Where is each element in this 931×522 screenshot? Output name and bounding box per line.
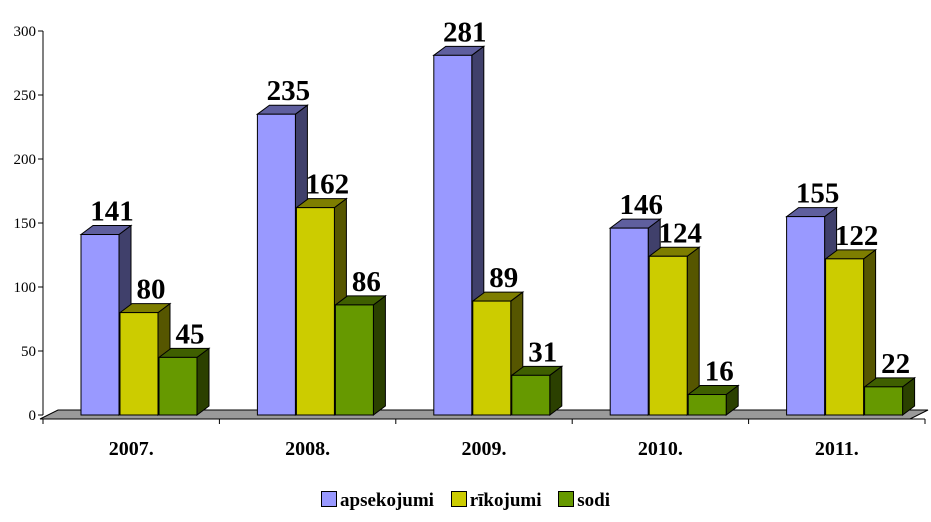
y-tick-label: 100 [14, 280, 37, 296]
data-label: 86 [352, 266, 381, 298]
legend: apsekojumi rīkojumi sodi [0, 490, 931, 512]
bars [79, 45, 917, 416]
y-tick-label: 150 [14, 216, 37, 232]
bar-front [256, 113, 296, 416]
data-label: 124 [658, 217, 702, 249]
data-label: 146 [619, 189, 663, 221]
bar-front [864, 386, 904, 416]
legend-swatch-rikojumi [450, 491, 467, 507]
bar-front [825, 258, 865, 416]
bar-front [687, 394, 727, 416]
data-label: 162 [306, 169, 350, 201]
legend-label-sodi: sodi [577, 490, 610, 511]
bar [333, 294, 387, 416]
data-label: 16 [705, 356, 734, 388]
bar-front [472, 300, 512, 416]
bar [686, 384, 740, 416]
bar-side [196, 347, 210, 416]
x-category-label: 2009. [462, 438, 507, 460]
bar [863, 376, 917, 416]
bar [79, 224, 133, 416]
legend-item-sodi: sodi [558, 490, 610, 512]
y-tick-label: 250 [14, 88, 37, 104]
data-label: 281 [443, 16, 487, 48]
x-category-label: 2008. [285, 438, 330, 460]
x-category-label: 2010. [638, 438, 683, 460]
x-axis: 2007. 2008. 2009. 2010. 2011. [42, 418, 926, 460]
data-label: 141 [90, 196, 134, 228]
y-tick-label: 300 [14, 24, 37, 40]
x-category-label: 2011. [815, 438, 859, 460]
y-axis: 0 50 100 150 200 250 300 [14, 24, 44, 424]
bar-front [158, 356, 198, 416]
bar-front [119, 312, 159, 416]
bar-front [295, 207, 335, 416]
bar-front [511, 374, 551, 416]
bar-front [80, 234, 120, 416]
bar-front [334, 304, 374, 416]
bar-front [648, 255, 688, 416]
y-tick-label: 50 [21, 344, 36, 360]
data-label: 235 [267, 75, 311, 107]
bar-front [609, 227, 649, 416]
data-label: 122 [835, 220, 879, 252]
bar [824, 248, 878, 416]
data-label: 31 [528, 336, 557, 368]
legend-item-apsekojumi: apsekojumi [321, 490, 434, 512]
bar [510, 365, 564, 416]
y-tick-label: 200 [14, 152, 37, 168]
legend-swatch-sodi [558, 491, 575, 507]
bar-side [372, 294, 386, 416]
legend-item-rikojumi: rīkojumi [450, 490, 542, 512]
data-label: 80 [137, 274, 166, 306]
legend-label-rikojumi: rīkojumi [469, 490, 542, 511]
data-label: 45 [176, 318, 205, 350]
y-tick-label: 0 [29, 408, 37, 424]
x-category-label: 2007. [109, 438, 154, 460]
bar-front [433, 54, 473, 416]
bar [157, 347, 211, 416]
bar [647, 246, 701, 416]
data-label: 155 [796, 178, 840, 210]
data-label: 22 [881, 348, 910, 380]
legend-label-apsekojumi: apsekojumi [340, 490, 434, 511]
legend-swatch-apsekojumi [321, 491, 337, 507]
data-label: 89 [489, 262, 518, 294]
bar-front [786, 216, 826, 416]
